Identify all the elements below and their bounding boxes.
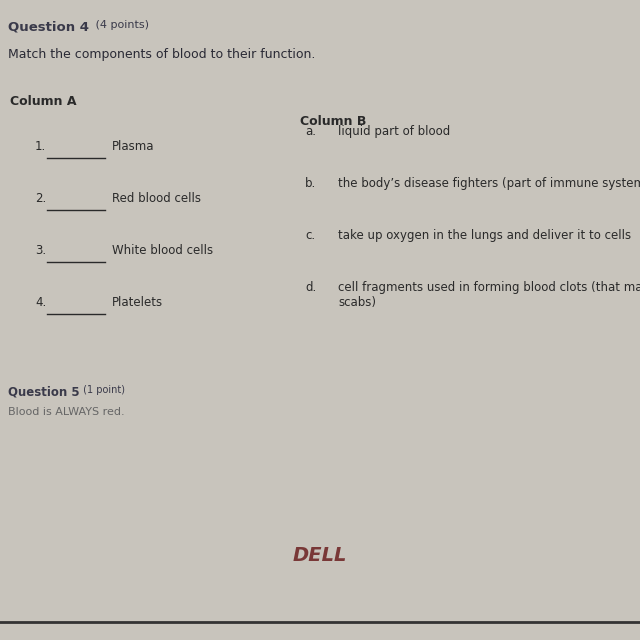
Text: b.: b. [305,177,316,190]
Text: (1 point): (1 point) [80,385,125,395]
Text: the body’s disease fighters (part of immune system): the body’s disease fighters (part of imm… [338,177,640,190]
Text: White blood cells: White blood cells [112,244,213,257]
Text: DELL: DELL [293,545,347,564]
Text: 3.: 3. [35,244,46,257]
Text: 2.: 2. [35,192,46,205]
Text: take up oxygen in the lungs and deliver it to cells: take up oxygen in the lungs and deliver … [338,229,631,242]
Text: Plasma: Plasma [112,140,154,153]
Text: Question 4: Question 4 [8,20,89,33]
Text: Platelets: Platelets [112,296,163,309]
Text: Match the components of blood to their function.: Match the components of blood to their f… [8,48,316,61]
Text: 4.: 4. [35,296,46,309]
Text: (4 points): (4 points) [92,20,149,30]
Text: Blood is ALWAYS red.: Blood is ALWAYS red. [8,407,125,417]
Text: Question 5: Question 5 [8,385,79,398]
Text: 1.: 1. [35,140,46,153]
Text: Column B: Column B [300,115,366,128]
Text: Red blood cells: Red blood cells [112,192,201,205]
Text: a.: a. [305,125,316,138]
Text: Column A: Column A [10,95,77,108]
Text: c.: c. [305,229,315,242]
Text: liquid part of blood: liquid part of blood [338,125,451,138]
Text: cell fragments used in forming blood clots (that make
scabs): cell fragments used in forming blood clo… [338,281,640,309]
Text: d.: d. [305,281,316,294]
